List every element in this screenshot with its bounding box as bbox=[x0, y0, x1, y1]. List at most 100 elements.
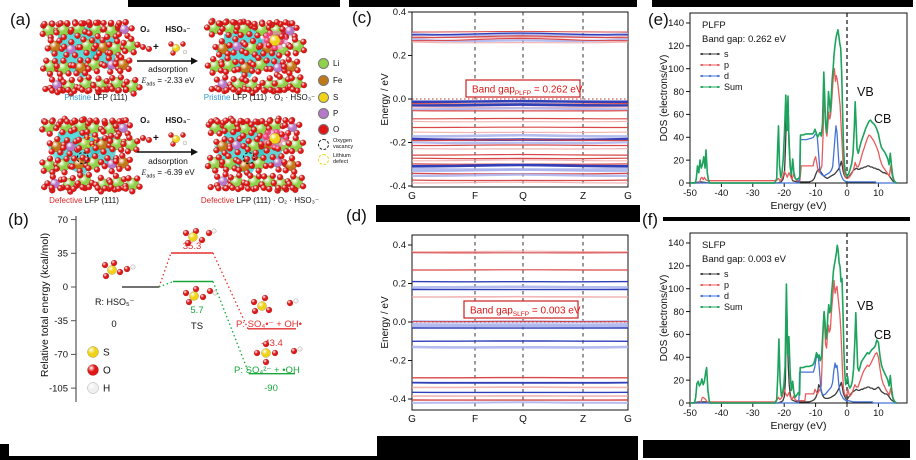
o-atom bbox=[253, 135, 261, 143]
o-atom bbox=[100, 128, 107, 136]
o-atom bbox=[42, 85, 49, 93]
o-atom bbox=[300, 47, 308, 54]
y-tick-label: 0.4 bbox=[393, 7, 406, 18]
y-tick-label: 35 bbox=[57, 248, 68, 259]
dos-band-gap-label: Band gap: 0.262 eV bbox=[702, 34, 787, 45]
o-atom bbox=[221, 127, 228, 135]
o-atom bbox=[94, 33, 101, 40]
o-atom bbox=[60, 57, 67, 64]
legend-marker bbox=[700, 294, 704, 298]
oxygen-vacancy-marker bbox=[242, 152, 255, 165]
oxygen-vacancy-marker bbox=[76, 152, 89, 165]
energy-diagram-chart: 70 35 0 -35 -70 -105 Relative total energy (kc… bbox=[39, 215, 303, 402]
panel-label-e: (e) bbox=[648, 10, 669, 29]
kpoint-label: F bbox=[472, 414, 478, 425]
dos-slfp-chart: 0 20 40 60 80 100 120 140 -50 -40 -30 -20 -10 0 10 Ener… bbox=[659, 232, 908, 432]
o-atom bbox=[299, 182, 307, 190]
o-atom bbox=[60, 78, 67, 86]
o-atom bbox=[84, 156, 91, 164]
legend-marker bbox=[716, 305, 720, 309]
o-atom bbox=[97, 158, 105, 166]
o-atom bbox=[93, 68, 101, 75]
o-atom bbox=[91, 152, 99, 160]
o-atom bbox=[265, 42, 273, 49]
o-atom bbox=[260, 184, 267, 192]
so4-radical-oh-molecule bbox=[250, 294, 299, 315]
o-atom bbox=[65, 70, 72, 77]
o-atom bbox=[113, 38, 121, 45]
o-atom bbox=[54, 157, 62, 164]
s-atom bbox=[261, 348, 271, 358]
dos-curve-sum bbox=[690, 244, 898, 404]
o-atom bbox=[97, 174, 105, 182]
o-atom bbox=[185, 298, 193, 306]
o-atom bbox=[280, 63, 288, 70]
o-atom bbox=[99, 36, 106, 44]
o-atom bbox=[41, 183, 48, 191]
o-atom bbox=[290, 173, 297, 180]
kpoint-label: G bbox=[408, 414, 416, 425]
o-atom bbox=[251, 76, 259, 83]
o-atom bbox=[238, 184, 245, 191]
o-atom bbox=[237, 31, 244, 39]
o-atom bbox=[63, 118, 71, 125]
eads-row2: Eads = -6.39 eV bbox=[141, 168, 195, 180]
panel-label-f: (f) bbox=[642, 210, 659, 229]
o2-molecule bbox=[139, 43, 147, 51]
o-atom bbox=[275, 166, 282, 173]
y-tick-label: 60 bbox=[673, 330, 684, 341]
o-atom bbox=[234, 148, 241, 156]
o-atom bbox=[297, 147, 304, 155]
legend-label: O bbox=[103, 366, 111, 377]
ts-red-value: 35.3 bbox=[183, 241, 202, 252]
o-atom bbox=[236, 135, 243, 142]
h-atom bbox=[182, 140, 188, 146]
redaction-strip-bottom-left bbox=[0, 456, 377, 460]
s-atom bbox=[189, 291, 199, 301]
o-atom bbox=[255, 54, 262, 62]
y-tick-label: 80 bbox=[673, 307, 684, 318]
reaction-arrow-head bbox=[191, 57, 198, 65]
panel-label-a: (a) bbox=[10, 10, 31, 29]
arrow-block-row2 bbox=[137, 132, 198, 156]
legend-label: p bbox=[724, 60, 729, 70]
ts-label: TS bbox=[191, 321, 203, 332]
o-atom bbox=[213, 138, 220, 146]
o-atom bbox=[300, 38, 307, 46]
o-atom bbox=[204, 62, 212, 69]
o-atom bbox=[260, 173, 268, 180]
band-line bbox=[412, 144, 628, 147]
crystal-pristine-lfp bbox=[39, 18, 143, 97]
y-tick-label: 100 bbox=[668, 284, 684, 295]
s-atom bbox=[188, 232, 198, 242]
o-atom bbox=[258, 140, 265, 148]
o-atom bbox=[85, 164, 92, 172]
o-atom bbox=[222, 117, 229, 124]
y-tick-label: 20 bbox=[673, 155, 684, 166]
o-atom bbox=[281, 158, 288, 166]
legend-marker bbox=[716, 52, 720, 56]
o-atom bbox=[288, 154, 296, 162]
o-atom bbox=[60, 43, 68, 51]
band-line bbox=[412, 37, 628, 42]
o-atom bbox=[266, 19, 273, 27]
panel-label-b: (b) bbox=[8, 210, 29, 229]
o-atom bbox=[270, 179, 278, 187]
o-atom bbox=[238, 58, 246, 65]
o-atom bbox=[93, 136, 100, 143]
o-atom bbox=[300, 81, 308, 89]
o-atom bbox=[107, 19, 115, 27]
o2-molecule bbox=[145, 45, 153, 53]
o-atom bbox=[279, 25, 286, 33]
o-atom bbox=[38, 126, 46, 133]
legend-label: s bbox=[724, 49, 729, 59]
o-atom bbox=[41, 20, 48, 28]
o-atom bbox=[57, 19, 64, 27]
y-tick-label: 0 bbox=[679, 178, 684, 189]
o-atom bbox=[267, 162, 275, 169]
o2-molecule bbox=[139, 134, 147, 142]
o-atom bbox=[85, 171, 93, 179]
legend-marker bbox=[716, 63, 720, 67]
reagent-hso3-label-row2: HSO₃⁻ bbox=[165, 116, 191, 125]
h-atom bbox=[281, 141, 287, 146]
